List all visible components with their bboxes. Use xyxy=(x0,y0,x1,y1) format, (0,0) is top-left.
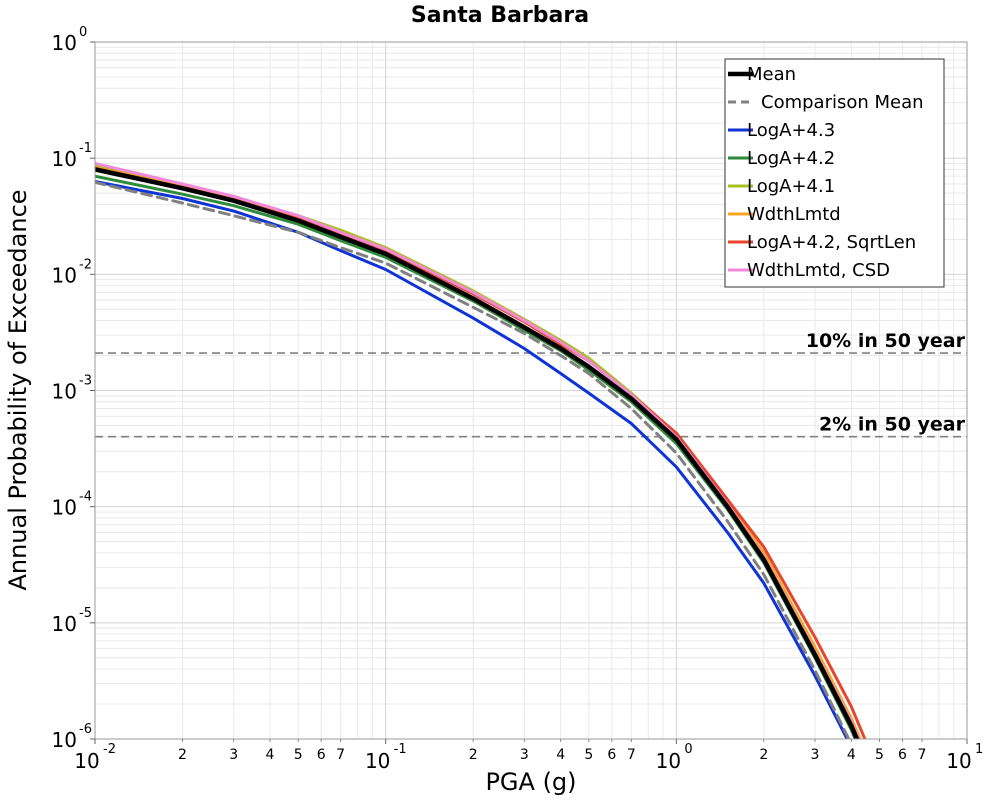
x-minor-tick-label: 5 xyxy=(875,747,884,763)
x-tick-label: 10 xyxy=(365,749,390,773)
x-tick-exponent: 0 xyxy=(684,742,692,757)
x-minor-tick-label: 5 xyxy=(584,747,593,763)
y-tick-exponent: -5 xyxy=(79,606,92,621)
x-minor-tick-label: 6 xyxy=(317,747,326,763)
legend-label: LogA+4.3 xyxy=(747,120,835,141)
x-minor-tick-label: 2 xyxy=(178,747,187,763)
legend-label: WdthLmtd xyxy=(747,204,841,225)
y-tick-exponent: -6 xyxy=(79,722,92,737)
x-tick-label: 10 xyxy=(656,749,681,773)
chart-title: Santa Barbara xyxy=(411,3,589,28)
y-tick-label: 10 xyxy=(52,380,77,404)
series-line-comparison-mean xyxy=(95,180,851,739)
x-axis-ticks: 10 -2 10 -1 10 0 10 12 3 4 5 6 7 2 3 4 5 6 7 2 3 4 5 6 7 xyxy=(74,739,983,773)
x-axis-label: PGA (g) xyxy=(485,768,576,796)
x-minor-tick-label: 7 xyxy=(627,747,636,763)
y-tick-label: 10 xyxy=(52,728,77,752)
x-minor-tick-label: 6 xyxy=(607,747,616,763)
x-minor-tick-label: 3 xyxy=(229,747,238,763)
y-tick-exponent: -3 xyxy=(79,374,92,389)
x-tick-exponent: -1 xyxy=(394,742,407,757)
legend-label: WdthLmtd, CSD xyxy=(747,260,890,281)
x-minor-tick-label: 4 xyxy=(847,747,856,763)
x-tick-label: 10 xyxy=(946,749,971,773)
x-minor-tick-label: 4 xyxy=(556,747,565,763)
y-tick-exponent: -1 xyxy=(79,141,92,156)
y-tick-label: 10 xyxy=(52,612,77,636)
y-tick-exponent: -2 xyxy=(79,257,92,272)
y-axis-label: Annual Probability of Exceedance xyxy=(4,189,32,590)
x-minor-tick-label: 6 xyxy=(898,747,907,763)
legend-label: LogA+4.1 xyxy=(747,176,835,197)
x-tick-exponent: 1 xyxy=(975,742,983,757)
x-tick-label: 10 xyxy=(74,749,99,773)
legend-label: Mean xyxy=(747,64,796,85)
y-tick-exponent: 0 xyxy=(79,25,87,40)
x-minor-tick-label: 3 xyxy=(811,747,820,763)
y-tick-label: 10 xyxy=(52,496,77,520)
legend-label: Comparison Mean xyxy=(761,92,924,113)
series-line-mean xyxy=(95,167,860,739)
legend-box xyxy=(724,58,945,288)
y-tick-exponent: -4 xyxy=(79,490,92,505)
x-minor-tick-label: 5 xyxy=(294,747,303,763)
series-layer xyxy=(95,162,867,739)
y-tick-label: 10 xyxy=(52,31,77,55)
legend-label: LogA+4.2 xyxy=(747,148,835,169)
x-minor-tick-label: 7 xyxy=(336,747,345,763)
reference-line-label: 2% in 50 year xyxy=(819,414,966,436)
x-minor-tick-label: 7 xyxy=(918,747,927,763)
grid-lines xyxy=(94,41,968,740)
legend-label: LogA+4.2, SqrtLen xyxy=(747,232,916,253)
x-minor-tick-label: 2 xyxy=(469,747,478,763)
x-tick-exponent: -2 xyxy=(103,742,116,757)
x-minor-tick-label: 2 xyxy=(759,747,768,763)
reference-lines: 10% in 50 year 2% in 50 year xyxy=(95,330,967,438)
y-tick-label: 10 xyxy=(52,147,77,171)
y-tick-label: 10 xyxy=(52,263,77,287)
x-minor-tick-label: 4 xyxy=(266,747,275,763)
x-minor-tick-label: 3 xyxy=(520,747,529,763)
legend: Mean Comparison Mean LogA+4.3 LogA+4.2 LogA+… xyxy=(724,58,945,288)
series-line-loga-4-3 xyxy=(95,180,849,739)
reference-line-label: 10% in 50 year xyxy=(806,330,966,352)
